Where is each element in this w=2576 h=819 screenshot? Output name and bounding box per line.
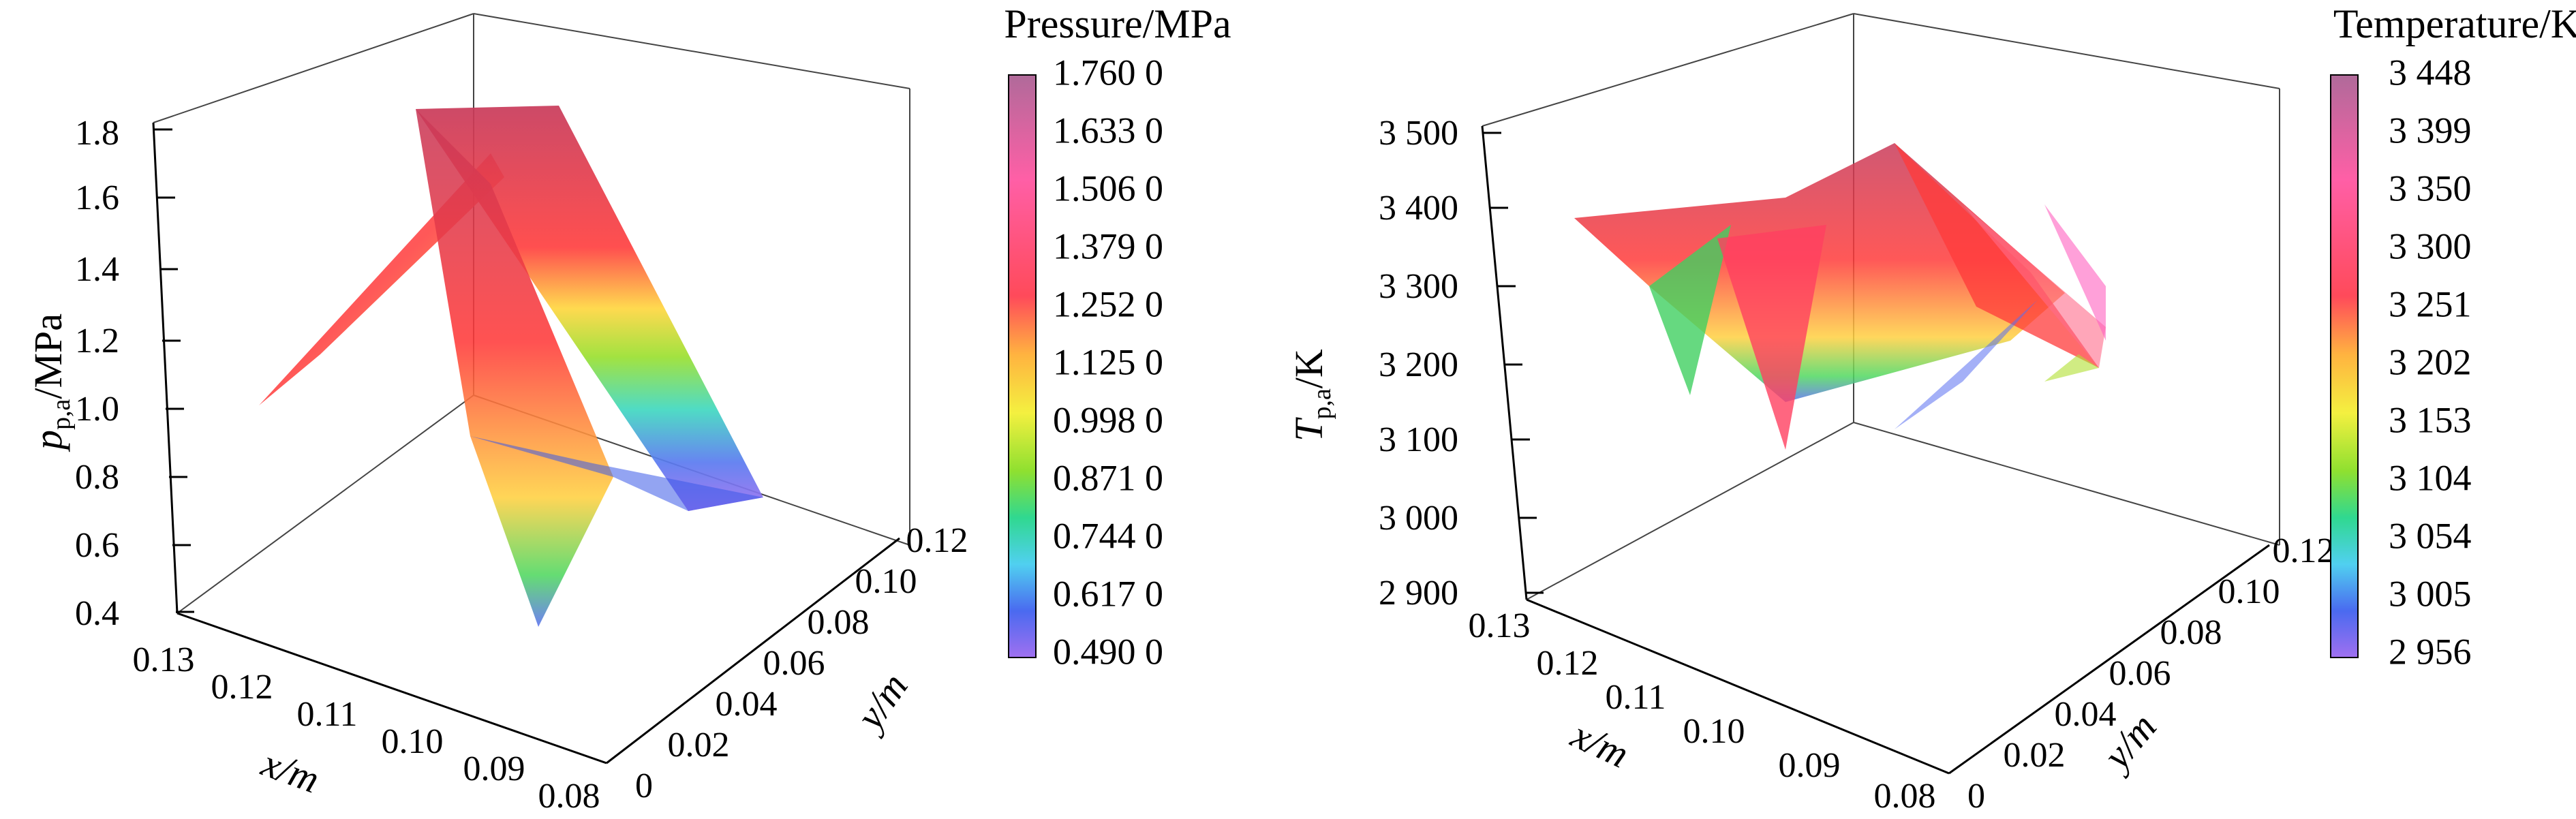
x-tick: 0.13: [133, 640, 195, 679]
x-tick: 0.12: [1537, 644, 1599, 683]
colorbar-tick: 3 448: [2389, 52, 2472, 93]
z-tick: 1.8: [75, 114, 119, 153]
colorbar-tick: 1.379 0: [1053, 226, 1163, 266]
colorbar-tick: 0.617 0: [1053, 573, 1163, 614]
colorbar-tick: 1.125 0: [1053, 341, 1163, 382]
colorbar-tick: 0.871 0: [1053, 457, 1163, 498]
y-tick: 0: [635, 767, 653, 805]
temperature-colorbar: Temperature/K 3 448 3 399 3 350 3 300 3 …: [2330, 1, 2576, 672]
colorbar-tick: 1.252 0: [1053, 283, 1163, 324]
z-axis-label-left: pp,a/MPa: [26, 313, 76, 452]
colorbar-tick: 1.760 0: [1053, 52, 1163, 93]
temperature-chart: 2 900 3 000 3 100 3 200 3 300 3 400 3 50…: [1287, 1, 2576, 816]
x-tick: 0.10: [382, 722, 444, 761]
x-tick: 0.08: [1874, 777, 1936, 816]
y-tick: 0.10: [2218, 572, 2280, 611]
temperature-surface: [1574, 143, 2106, 450]
x-tick: 0.10: [1683, 712, 1745, 751]
y-tick: 0.06: [763, 644, 825, 683]
colorbar-tick: 3 005: [2389, 573, 2472, 614]
y-tick: 0.08: [2160, 613, 2222, 652]
z-tick: 1.4: [75, 250, 119, 289]
y-tick: 0.08: [808, 603, 870, 642]
y-ticks-left: 0 0.02 0.04 0.06 0.08 0.10 0.12: [635, 521, 968, 805]
z-tick: 3 000: [1379, 499, 1458, 538]
x-tick: 0.11: [296, 695, 357, 734]
x-tick: 0.09: [1779, 746, 1841, 785]
colorbar-title: Temperature/K: [2333, 1, 2576, 46]
y-tick: 0.02: [2004, 736, 2066, 775]
pressure-colorbar: Pressure/MPa 1.760 0 1.633 0 1.506 0 1.3…: [1004, 1, 1231, 672]
y-tick: 0.12: [906, 521, 968, 560]
y-tick: 0.02: [668, 726, 730, 764]
z-tick: 0.8: [75, 458, 119, 497]
colorbar-tick: 1.633 0: [1053, 110, 1163, 151]
x-tick: 0.09: [463, 750, 525, 788]
colorbar-tick: 0.744 0: [1053, 515, 1163, 556]
x-ticks-right: 0.13 0.12 0.11 0.10 0.09 0.08: [1469, 606, 1936, 816]
colorbar-tick: 3 054: [2389, 515, 2472, 556]
pressure-surface: [259, 106, 763, 627]
y-tick: 0.10: [855, 562, 917, 601]
colorbar-tick: 3 153: [2389, 399, 2472, 440]
z-tick: 3 300: [1379, 267, 1458, 306]
y-tick: 0.04: [716, 685, 778, 724]
colorbar-tick: 3 251: [2389, 283, 2472, 324]
z-tick: 1.0: [75, 390, 119, 429]
colorbar-tick: 0.490 0: [1053, 631, 1163, 672]
colorbar-tick: 3 399: [2389, 110, 2472, 151]
y-tick: 0.06: [2109, 654, 2171, 693]
z-tick: 1.6: [75, 179, 119, 217]
z-ticks-left: 0.4 0.6 0.8 1.0 1.2 1.4 1.6 1.8: [75, 114, 119, 633]
x-tick: 0.12: [211, 668, 273, 707]
z-tick: 0.6: [75, 526, 119, 565]
y-tick: 0: [1967, 777, 1985, 816]
colorbar-title: Pressure/MPa: [1004, 1, 1231, 46]
x-axis-label-left: x/m: [256, 740, 325, 801]
y-tick: 0.04: [2055, 695, 2117, 734]
colorbar-tick: 2 956: [2389, 631, 2472, 672]
z-tick: 3 400: [1379, 189, 1458, 228]
z-tick: 2 900: [1379, 574, 1458, 613]
z-tick: 0.4: [75, 594, 119, 633]
y-ticks-right: 0 0.02 0.04 0.06 0.08 0.10 0.12: [1967, 531, 2335, 816]
colorbar-tick: 1.506 0: [1053, 168, 1163, 208]
x-tick: 0.08: [538, 777, 600, 816]
z-ticks-right: 2 900 3 000 3 100 3 200 3 300 3 400 3 50…: [1379, 114, 1458, 613]
y-axis-label-left: y/m: [846, 665, 917, 740]
y-tick: 0.12: [2273, 531, 2335, 570]
x-axis-label-right: x/m: [1565, 712, 1636, 777]
x-tick: 0.13: [1469, 606, 1531, 645]
z-tick: 1.2: [75, 322, 119, 360]
x-tick: 0.11: [1605, 678, 1666, 717]
colorbar-tick: 3 350: [2389, 168, 2472, 208]
z-tick: 3 200: [1379, 345, 1458, 384]
z-tick: 3 100: [1379, 420, 1458, 459]
colorbar-tick: 0.998 0: [1053, 399, 1163, 440]
colorbar-tick: 3 300: [2389, 226, 2472, 266]
pressure-chart: 0.4 0.6 0.8 1.0 1.2 1.4 1.6 1.8 pp,a/MPa…: [26, 1, 1231, 816]
colorbar-tick: 3 104: [2389, 457, 2472, 498]
x-ticks-left: 0.13 0.12 0.11 0.10 0.09 0.08: [133, 640, 600, 816]
plot-box: [1481, 13, 2280, 775]
z-axis-label-right: Tp,a/K: [1287, 349, 1336, 442]
colorbar-tick: 3 202: [2389, 341, 2472, 382]
z-tick: 3 500: [1379, 114, 1458, 153]
